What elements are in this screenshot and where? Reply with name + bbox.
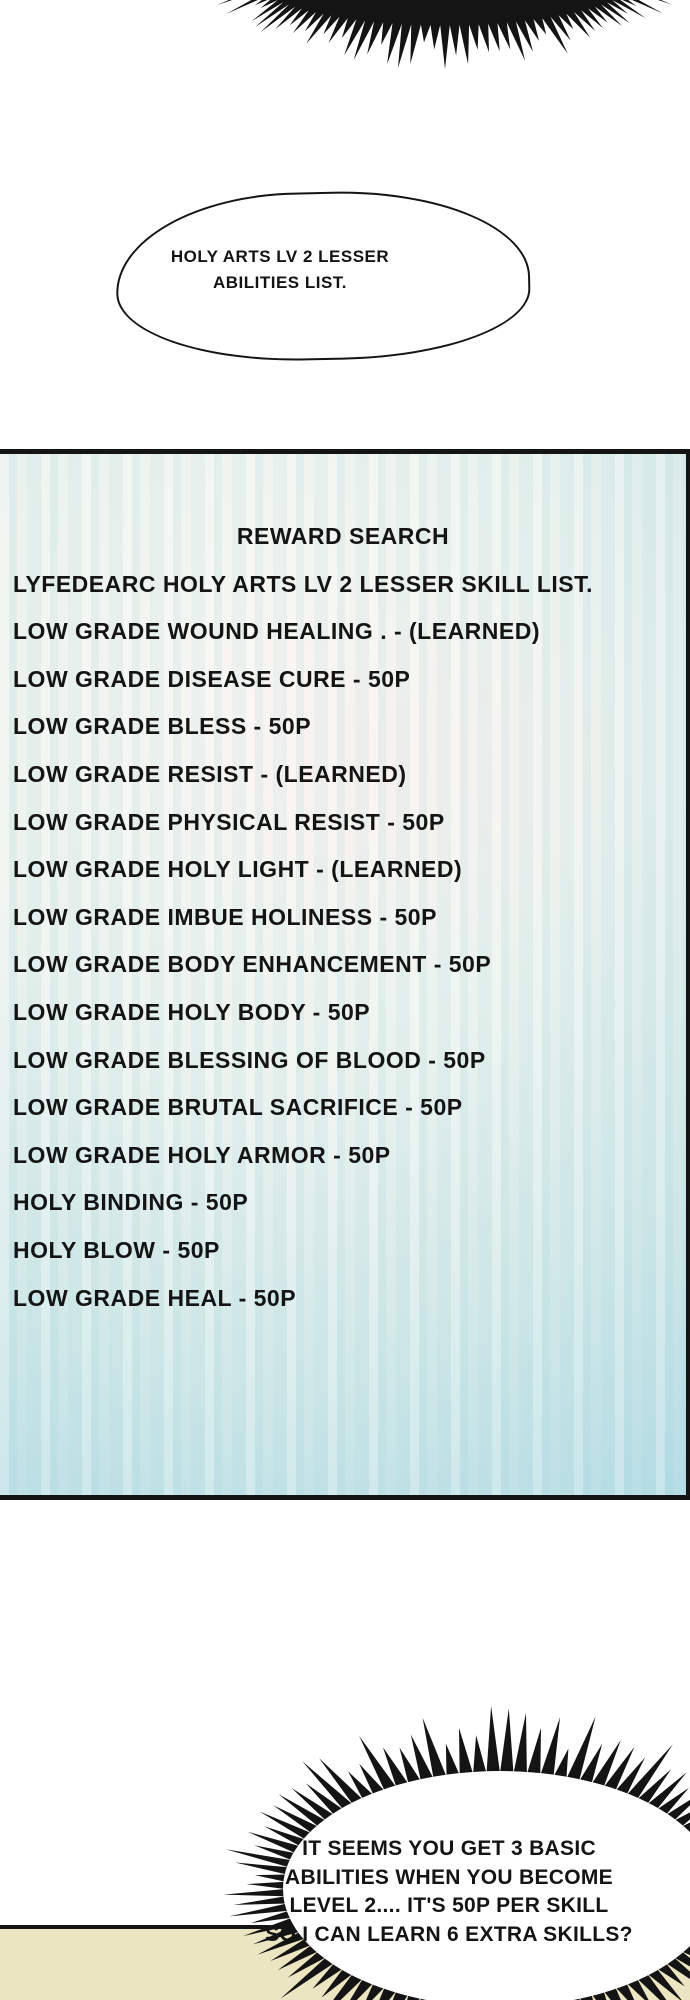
skill-panel: REWARD SEARCH LYFEDEARC HOLY ARTS LV 2 L… [0,449,690,1500]
skill-item: LOW GRADE RESIST - (LEARNED) [13,760,407,787]
skill-item: LOW GRADE BLESS - 50P [13,713,312,740]
shout-bubble-text: IT SEEMS YOU GET 3 BASIC ABILITIES WHEN … [229,1835,669,1949]
skill-item: LOW GRADE HOLY BODY - 50P [13,998,371,1025]
speech-bubble-top-text: HOLY ARTS LV 2 LESSER ABILITIES LIST. [120,244,440,296]
skill-item: LOW GRADE BRUTAL SACRIFICE - 50P [13,1094,463,1121]
speech-line: ABILITIES LIST. [212,273,348,292]
reward-search-title: REWARD SEARCH [236,523,450,549]
skill-item: LOW GRADE IMBUE HOLINESS - 50P [13,903,437,930]
speech-line: IT SEEMS YOU GET 3 BASIC [302,1837,596,1860]
skill-item: LOW GRADE HEAL - 50P [13,1284,297,1311]
skill-list-subtitle: LYFEDEARC HOLY ARTS LV 2 LESSER SKILL LI… [13,570,593,597]
speech-line: LEVEL 2.... IT'S 50P PER SKILL [289,1894,609,1917]
skill-item: HOLY BLOW - 50P [13,1236,220,1263]
skill-item: LOW GRADE HOLY LIGHT - (LEARNED) [13,856,463,883]
speech-line: SO I CAN LEARN 6 EXTRA SKILLS? [265,1922,633,1946]
skill-item: HOLY BINDING - 50P [13,1189,249,1216]
skill-item: LOW GRADE BLESSING OF BLOOD - 50P [13,1046,486,1073]
skill-item: LOW GRADE HOLY ARMOR - 50P [13,1141,391,1168]
skill-item: LOW GRADE WOUND HEALING . - (LEARNED) [13,618,541,645]
skill-item: LOW GRADE DISEASE CURE - 50P [13,665,411,692]
skill-item: LOW GRADE PHYSICAL RESIST - 50P [13,808,445,835]
shout-bubble-body [283,1771,690,2000]
speech-line: HOLY ARTS LV 2 LESSER [170,247,390,266]
top-burst-shape [216,0,673,70]
speech-line: ABILITIES WHEN YOU BECOME [285,1865,613,1889]
skill-item: LOW GRADE BODY ENHANCEMENT - 50P [13,951,492,978]
shout-bubble-burst [223,1706,690,2000]
